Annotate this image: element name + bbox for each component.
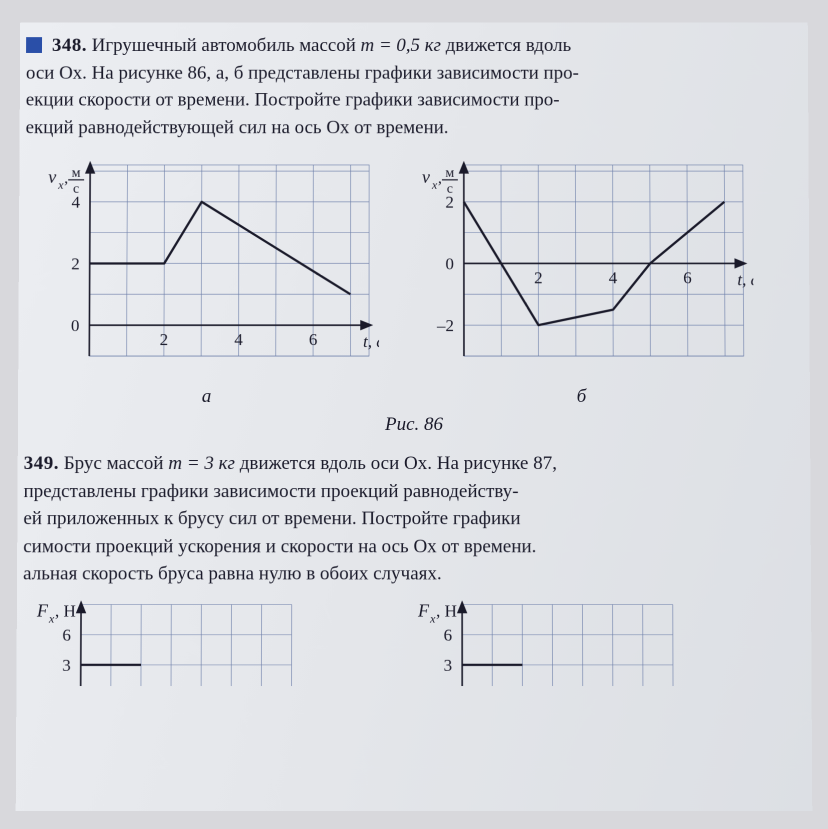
svg-text:x: x xyxy=(48,611,55,625)
svg-text:6: 6 xyxy=(444,625,453,644)
svg-text:, Н: , Н xyxy=(436,601,457,620)
p349-t4: симости проекций ускорения и скорости на… xyxy=(23,536,536,557)
svg-text:м: м xyxy=(72,166,81,181)
svg-text:4: 4 xyxy=(609,269,618,288)
svg-text:2: 2 xyxy=(160,330,169,349)
svg-text:4: 4 xyxy=(234,330,243,349)
svg-text:3: 3 xyxy=(444,656,453,675)
svg-text:t, с: t, с xyxy=(737,271,754,290)
svg-text:x: x xyxy=(429,611,436,625)
partial-chart-b: Fx, Н 6 3 xyxy=(414,600,675,686)
chart-a: 246024t, сvx,мс xyxy=(34,155,379,384)
problem-348: 348. Игрушечный автомобиль массой m = 0,… xyxy=(26,32,803,141)
svg-text:2: 2 xyxy=(71,255,80,274)
partial-chart-a: Fx, Н 6 3 xyxy=(32,600,293,686)
problem-348-text: 348. Игрушечный автомобиль массой m = 0,… xyxy=(26,32,803,141)
problem-349: 349. Брус массой m = 3 кг движется вдоль… xyxy=(23,450,805,588)
svg-text:F: F xyxy=(417,600,430,620)
chart-b-label: б xyxy=(577,386,587,408)
svg-text:6: 6 xyxy=(309,330,318,349)
p349-t1b: движется вдоль оси Ox. На рисунке 87, xyxy=(235,453,557,474)
svg-text:0: 0 xyxy=(71,316,80,335)
partial-charts-row: Fx, Н63 Fx, Н63 xyxy=(22,600,805,686)
svg-text:с: с xyxy=(73,182,79,197)
svg-text:с: с xyxy=(447,182,453,197)
svg-text:v: v xyxy=(422,167,430,187)
svg-text:x: x xyxy=(431,178,438,192)
p348-t1a: Игрушечный автомобиль массой xyxy=(92,35,361,56)
problem-349-text: 349. Брус массой m = 3 кг движется вдоль… xyxy=(23,450,805,588)
p348-t2: оси Ox. На рисунке 86, а, б представлены… xyxy=(26,62,579,83)
svg-text:2: 2 xyxy=(534,269,543,288)
p349-mass: m = 3 кг xyxy=(168,453,235,474)
chart-b: 246–202t, сvx,мс xyxy=(409,155,754,384)
svg-text:, Н: , Н xyxy=(55,601,76,620)
svg-text:t, с: t, с xyxy=(363,332,379,351)
charts-row: 246024t, сvx,мс а 246–202t, сvx,мс б xyxy=(24,155,804,408)
p348-t3: екции скорости от времени. Постройте гра… xyxy=(26,90,560,111)
chart-a-wrap: 246024t, сvx,мс а xyxy=(34,155,379,408)
p348-t4: екций равнодействующей сил на ось Ox от … xyxy=(26,117,449,138)
svg-text:м: м xyxy=(445,166,454,181)
svg-text:0: 0 xyxy=(445,255,453,274)
svg-text:,: , xyxy=(438,170,442,187)
chart-b-wrap: 246–202t, сvx,мс б xyxy=(409,155,754,408)
p349-t3: ей приложенных к брусу сил от времени. П… xyxy=(23,508,520,529)
problem-number: 348. xyxy=(52,35,87,56)
p349-t5: альная скорость бруса равна нулю в обоих… xyxy=(23,564,442,585)
p349-t2: представлены графики зависимости проекци… xyxy=(24,481,519,502)
p348-mass: m = 0,5 кг xyxy=(361,35,441,56)
figure-caption: Рис. 86 xyxy=(24,414,804,436)
svg-text:v: v xyxy=(48,167,56,187)
svg-text:–2: –2 xyxy=(436,316,454,335)
svg-text:6: 6 xyxy=(62,625,71,644)
svg-text:x: x xyxy=(57,178,64,192)
svg-text:3: 3 xyxy=(62,656,71,675)
svg-text:,: , xyxy=(64,170,68,187)
chart-a-label: а xyxy=(202,386,212,408)
problem-number-349: 349. xyxy=(24,453,59,474)
svg-text:F: F xyxy=(36,600,49,620)
p349-t1a: Брус массой xyxy=(64,453,169,474)
svg-text:6: 6 xyxy=(683,269,692,288)
square-marker-icon xyxy=(26,37,42,53)
p348-t1b: движется вдоль xyxy=(441,35,571,56)
